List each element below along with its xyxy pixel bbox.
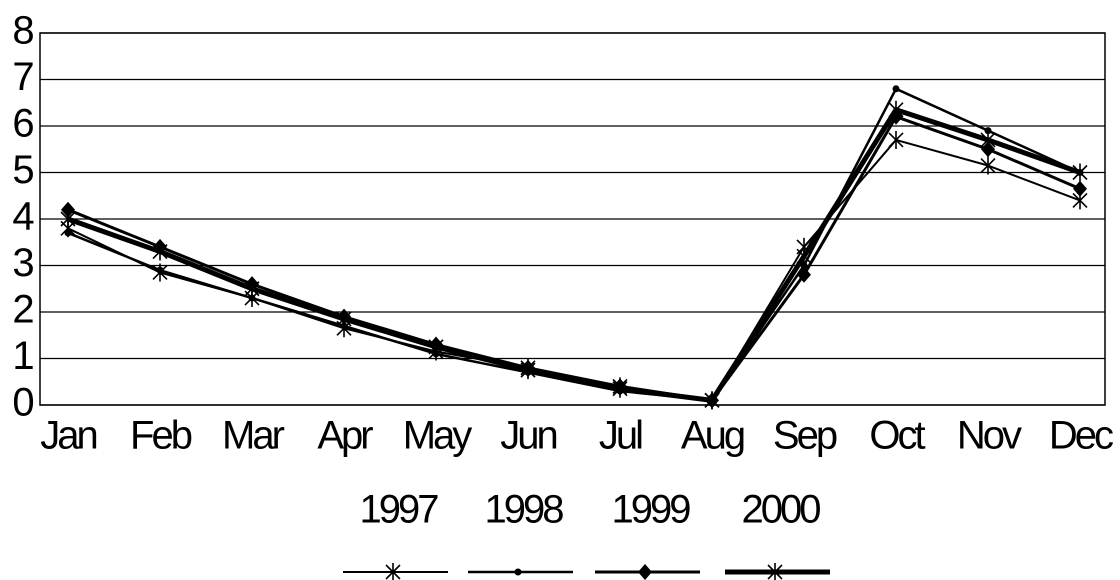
marker xyxy=(520,361,536,380)
marker xyxy=(1072,163,1088,182)
y-tick-label: 0 xyxy=(12,381,33,425)
marker xyxy=(612,379,628,398)
marker xyxy=(244,279,260,298)
legend-label: 1999 xyxy=(612,488,691,532)
marker xyxy=(704,391,720,410)
marker xyxy=(156,266,164,274)
marker xyxy=(981,141,995,158)
legend-marker xyxy=(514,568,522,576)
legend-label: 1998 xyxy=(485,488,564,532)
marker xyxy=(152,242,168,261)
x-tick-label: Oct xyxy=(869,414,925,458)
marker xyxy=(980,156,996,175)
marker xyxy=(248,294,256,302)
marker xyxy=(428,337,444,356)
x-tick-label: Aug xyxy=(681,414,744,458)
legend-marker xyxy=(767,563,783,580)
x-tick-label: Jan xyxy=(40,414,96,458)
x-tick-label: Dec xyxy=(1049,414,1113,458)
y-tick-label: 7 xyxy=(12,55,33,99)
series-line xyxy=(67,115,1081,402)
marker xyxy=(61,201,75,218)
series xyxy=(64,85,1084,404)
series-line xyxy=(67,107,1081,403)
x-tick-label: Nov xyxy=(957,414,1022,458)
x-tick-label: Feb xyxy=(130,414,192,458)
x-tick-label: Jul xyxy=(599,414,642,458)
y-tick-label: 4 xyxy=(12,195,34,239)
legend-marker xyxy=(385,563,401,580)
series xyxy=(60,100,1088,410)
series xyxy=(61,108,1087,409)
y-tick-label: 2 xyxy=(12,288,33,332)
marker xyxy=(888,130,904,149)
marker xyxy=(336,309,352,328)
marker xyxy=(796,247,812,266)
x-tick-label: Sep xyxy=(773,414,837,458)
x-tick-label: Jun xyxy=(500,414,556,458)
legend-label: 2000 xyxy=(742,488,821,532)
marker xyxy=(980,130,996,149)
legend-label: 1997 xyxy=(360,488,439,532)
x-tick-label: May xyxy=(403,414,473,458)
x-tick-label: Mar xyxy=(222,414,285,458)
y-tick-label: 6 xyxy=(12,102,33,146)
marker xyxy=(797,266,811,283)
x-tick-label: Apr xyxy=(317,414,373,458)
marker xyxy=(64,229,72,237)
marker xyxy=(800,262,808,269)
y-tick-label: 5 xyxy=(12,148,33,192)
y-tick-label: 1 xyxy=(12,334,33,378)
marker xyxy=(892,85,900,93)
y-tick-label: 8 xyxy=(12,9,33,53)
marker xyxy=(60,210,76,228)
legend-marker xyxy=(638,564,652,580)
marker xyxy=(984,127,992,135)
marker xyxy=(888,100,904,119)
marker xyxy=(1073,180,1087,197)
y-tick-label: 3 xyxy=(12,241,33,285)
series-line xyxy=(67,87,1081,402)
